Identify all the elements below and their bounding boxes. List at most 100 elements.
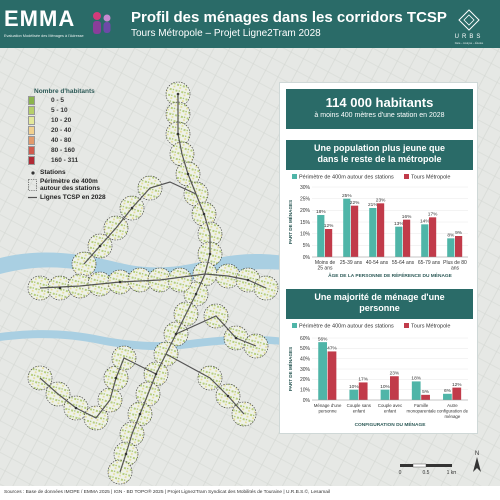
legend-swatch <box>28 105 35 115</box>
x-tick-label: Autre <box>447 403 458 408</box>
legend-perimeter-text: Périmètre de 400m autour des stations <box>299 175 394 181</box>
data-label: 10% <box>349 384 359 390</box>
headline-banner: 114 000 habitants à moins 400 mètres d'u… <box>286 89 473 129</box>
data-label: 12% <box>452 382 462 388</box>
bar-metropole <box>455 236 463 257</box>
x-tick-label: 65-79 ans <box>418 260 441 266</box>
data-label: 21% <box>368 202 378 208</box>
legend-class-6: 160 - 311 <box>28 155 128 165</box>
scale-label-0: 0 <box>399 470 402 476</box>
legend-classes: 0 - 5 5 - 10 10 - 20 20 - 40 40 - 80 80 - 160… <box>28 95 128 165</box>
y-tick-label: 10% <box>300 387 311 393</box>
y-tick-label: 0% <box>303 398 311 404</box>
north-label: N <box>475 451 479 457</box>
legend-symbols: Stations Périmètre de 400m autour des st… <box>28 169 128 201</box>
household-chart: Périmètre de 400m autour des stations Tou… <box>286 320 473 430</box>
x-axis-label: ÂGE DE LA PERSONNE DE RÉFÉRENCE DU MÉNAG… <box>328 271 453 279</box>
data-label: 23% <box>376 198 386 204</box>
legend-class-1: 5 - 10 <box>28 105 128 115</box>
person-icon <box>93 12 111 34</box>
legend-title: Nombre d'habitants <box>34 88 95 95</box>
bar-metropole <box>452 387 462 400</box>
y-tick-label: 10% <box>300 231 311 237</box>
x-tick-label: Couple sans <box>347 403 372 408</box>
data-label: 16% <box>402 214 412 220</box>
y-axis-label: PART DE MÉNAGES <box>286 347 293 391</box>
y-tick-label: 0% <box>303 255 311 261</box>
dashed-box-icon <box>28 179 37 191</box>
bar-perimeter <box>369 208 377 257</box>
x-tick-label: 40-54 ans <box>366 260 389 266</box>
y-tick-label: 30% <box>300 367 311 373</box>
urbs-logo: URBS Data – Analyse – Études <box>442 8 496 45</box>
line-icon <box>28 196 37 199</box>
legend-perimeter: Périmètre de 400m autour des stations <box>28 178 128 192</box>
scale-label-2: 1 km <box>447 470 456 476</box>
age-chart: Périmètre de 400m autour des stations Tou… <box>286 171 473 279</box>
x-tick-label: 25-39 ans <box>340 260 363 266</box>
y-tick-label: 25% <box>300 196 311 202</box>
river-cher <box>0 330 285 351</box>
bar-perimeter <box>317 215 325 257</box>
y-tick-label: 30% <box>300 185 311 191</box>
data-label: 23% <box>390 370 400 376</box>
legend-perimeter-line1: Périmètre de 400m <box>40 178 98 185</box>
bar-perimeter <box>380 389 390 400</box>
y-axis-label: PART DE MÉNAGES <box>286 200 293 244</box>
section1-title-line1: Une population plus jeune que <box>313 143 445 153</box>
page-title: Profil des ménages dans les corridors TC… <box>131 9 447 26</box>
legend-swatch <box>28 145 35 155</box>
data-label: 17% <box>358 377 368 383</box>
urbs-subtitle: Data – Analyse – Études <box>454 42 484 45</box>
bar-perimeter <box>395 226 403 257</box>
legend-class-label: 80 - 160 <box>51 146 75 154</box>
x-tick-label: Ménage d'une <box>314 403 342 408</box>
scale-bar: 0 0.5 1 km <box>399 463 456 476</box>
legend-lines: Lignes TCSP en 2028 <box>28 194 128 201</box>
legend-class-label: 10 - 20 <box>51 116 72 124</box>
y-tick-label: 5% <box>303 243 311 249</box>
legend-class-label: 20 - 40 <box>51 126 72 134</box>
legend-lines-label: Lignes TCSP en 2028 <box>40 194 106 201</box>
household-chart-svg: Périmètre de 400m autour des stations Tou… <box>286 323 469 428</box>
legend-swatch-metropole <box>404 323 409 328</box>
urbs-emblem-icon <box>458 9 480 31</box>
legend-metropole-text: Tours Métropole <box>411 324 450 330</box>
bar-metropole <box>351 205 359 257</box>
headline-value: 114 000 habitants <box>325 95 434 110</box>
legend-swatch <box>28 125 35 135</box>
data-label: 17% <box>428 212 438 218</box>
page-subtitle: Tours Métropole – Projet Ligne2Tram 2028 <box>131 28 321 39</box>
bar-metropole <box>421 394 430 400</box>
legend-class-0: 0 - 5 <box>28 95 128 105</box>
x-tick-label: enfant <box>353 409 366 414</box>
legend-swatch-metropole <box>404 174 409 179</box>
x-tick-label: Famille <box>414 403 429 408</box>
x-tick-label: ans <box>451 266 460 272</box>
legend-class-label: 40 - 80 <box>51 136 72 144</box>
map-legend: Nombre d'habitants 0 - 5 5 - 10 10 - 20 20 … <box>28 88 128 201</box>
data-label: 18% <box>316 209 326 215</box>
bar-perimeter <box>447 238 455 257</box>
bar-metropole <box>327 351 337 400</box>
logo-text: EMMA <box>4 6 76 31</box>
legend-swatch <box>28 115 35 125</box>
age-chart-svg: Périmètre de 400m autour des stations Tou… <box>286 174 468 279</box>
bar-perimeter <box>343 198 351 257</box>
legend-swatch-perimeter <box>292 174 297 179</box>
legend-class-label: 160 - 311 <box>51 156 79 164</box>
legend-swatch <box>28 135 35 145</box>
y-tick-label: 50% <box>300 346 311 352</box>
bar-perimeter <box>411 381 421 400</box>
urbs-text: URBS <box>454 34 484 40</box>
bar-perimeter <box>421 224 429 257</box>
x-tick-label: Plus de 80 <box>443 260 467 266</box>
data-label: 56% <box>318 336 328 342</box>
data-label: 5% <box>422 389 430 395</box>
station-markers[interactable] <box>58 92 250 456</box>
bar-perimeter <box>349 389 359 400</box>
header-bar: EMMA Evaluation Modélisée des Ménages à … <box>0 0 500 48</box>
emma-logo: EMMA Evaluation Modélisée des Ménages à … <box>4 6 122 44</box>
headline-caption: à moins 400 mètres d'une station en 2028 <box>314 112 445 119</box>
data-label: 6% <box>444 388 452 394</box>
